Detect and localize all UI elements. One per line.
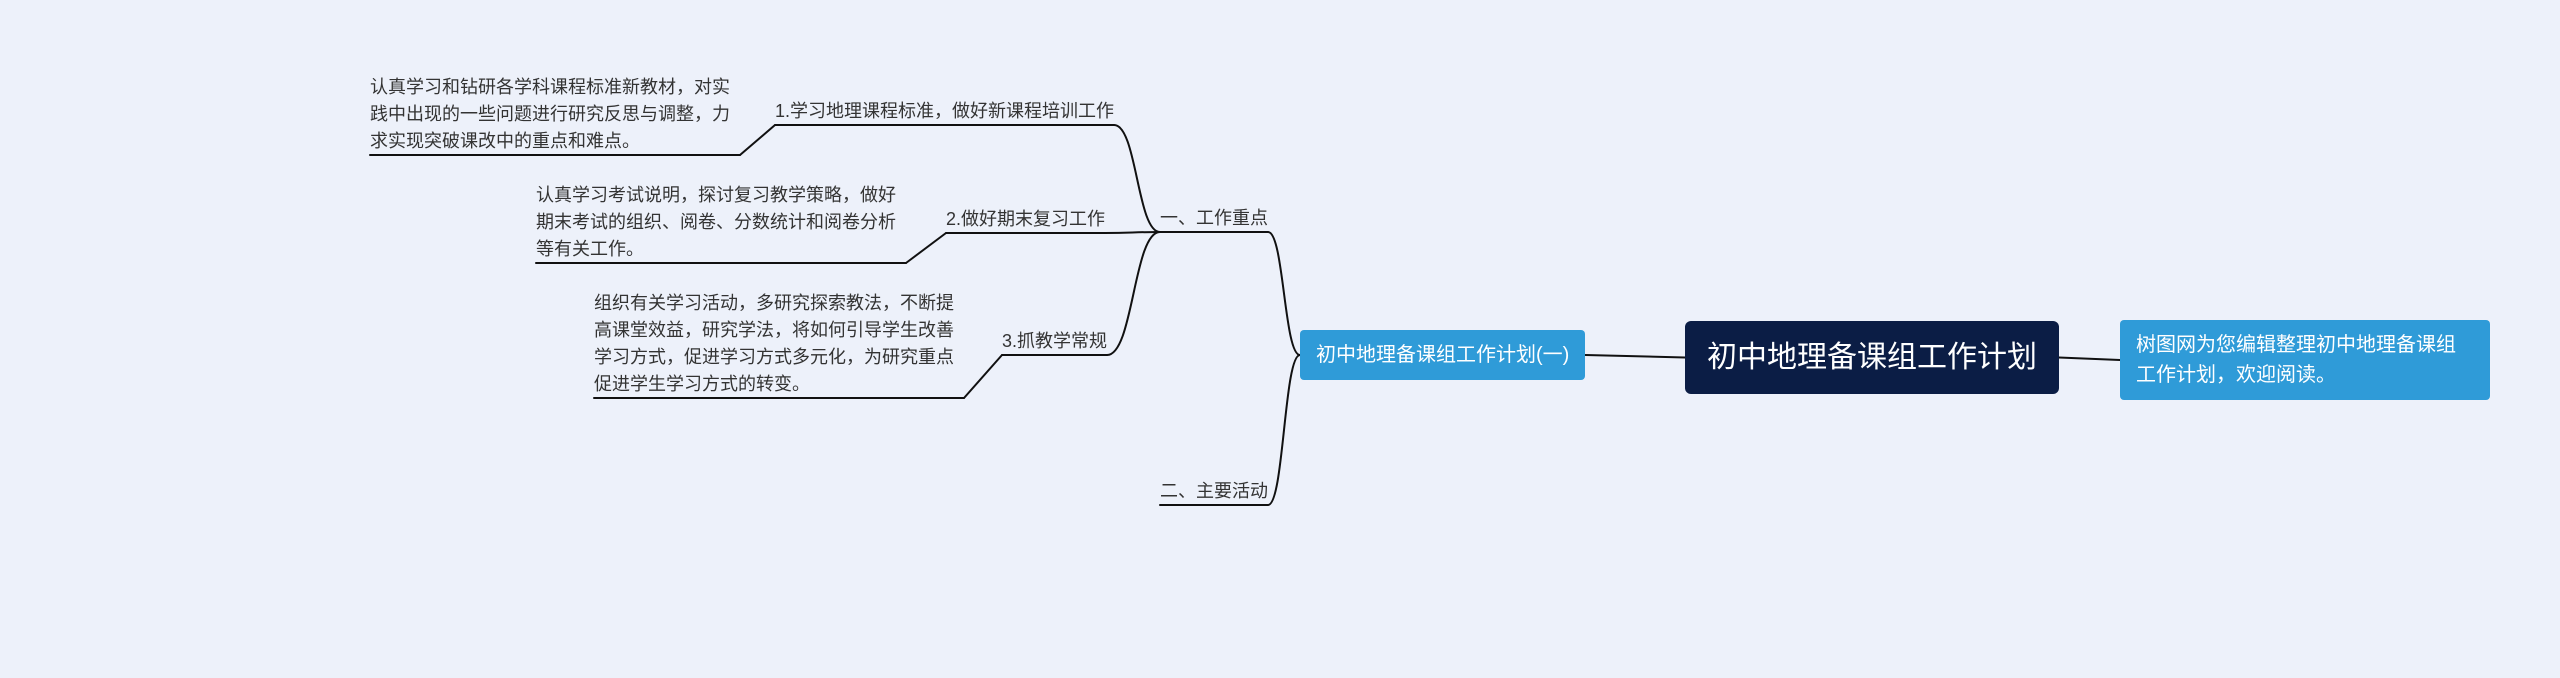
item2-label: 2.做好期末复习工作 [946,206,1105,233]
section1-node: 一、工作重点 [1160,205,1268,232]
plan1-node: 初中地理备课组工作计划(一) [1300,330,1585,380]
section2-node: 二、主要活动 [1160,478,1268,505]
right-desc-node: 树图网为您编辑整理初中地理备课组工作计划，欢迎阅读。 [2120,320,2490,400]
item2-desc: 认真学习考试说明，探讨复习教学策略，做好期末考试的组织、阅卷、分数统计和阅卷分析… [536,182,906,263]
item3-label: 3.抓教学常规 [1002,328,1107,355]
item1-label: 1.学习地理课程标准，做好新课程培训工作 [775,98,1114,125]
item3-desc: 组织有关学习活动，多研究探索教法，不断提高课堂效益，研究学法，将如何引导学生改善… [594,290,964,398]
root-node: 初中地理备课组工作计划 [1685,321,2059,394]
item1-desc: 认真学习和钻研各学科课程标准新教材，对实践中出现的一些问题进行研究反思与调整，力… [370,74,740,155]
